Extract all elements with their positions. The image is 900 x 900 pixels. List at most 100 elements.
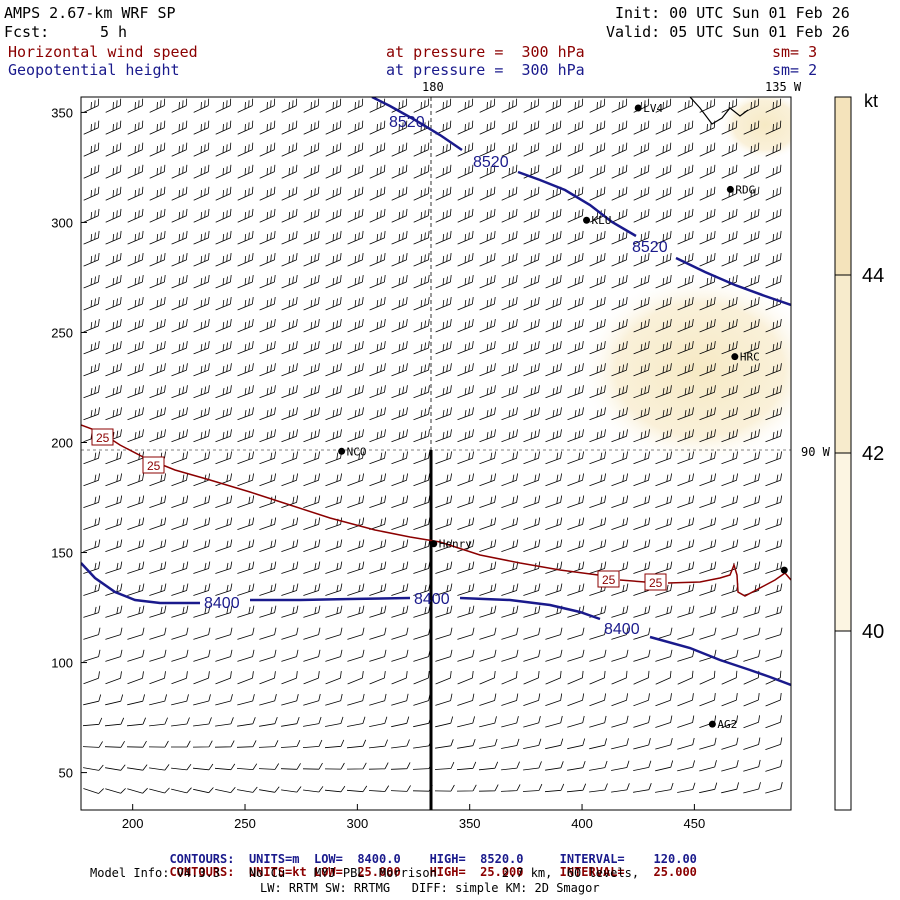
wind-barb: [523, 738, 542, 749]
wind-barb: [105, 605, 123, 618]
wind-barb: [699, 252, 716, 267]
colorbar-label: 44: [862, 265, 884, 287]
wind-barb: [369, 473, 386, 487]
wind-barb: [391, 296, 408, 311]
wind-barb: [193, 649, 211, 662]
wind-barb: [281, 561, 299, 574]
station-label: Henry: [439, 538, 472, 551]
wind-barb: [435, 627, 453, 640]
wind-barb: [655, 252, 672, 267]
wind-barb: [83, 517, 101, 530]
wind-barb: [633, 341, 650, 355]
lon-label-90w: 90 W: [801, 445, 831, 459]
wind-barb: [721, 539, 739, 552]
wind-barb: [303, 539, 321, 552]
wind-barb: [258, 740, 279, 748]
wind-barb: [347, 274, 364, 289]
wind-barb: [523, 583, 541, 596]
wind-barb: [215, 786, 236, 793]
wind-barb: [127, 319, 144, 333]
wind-barb: [215, 717, 234, 727]
wind-barb: [303, 716, 322, 727]
wind-barb: [347, 164, 364, 179]
wind-barb: [435, 739, 454, 749]
label-25-1: 25: [91, 428, 114, 446]
wind-barb: [391, 274, 408, 289]
wind-barb: [655, 782, 674, 793]
wind-barb: [721, 495, 739, 508]
wind-barb: [699, 120, 716, 135]
wind-barb: [259, 429, 276, 443]
wind-barb: [105, 539, 123, 552]
wind-barb: [193, 341, 210, 355]
wind-barb: [457, 296, 474, 311]
wind-barb: [83, 274, 100, 289]
wind-barb: [655, 473, 672, 487]
wind-barb: [765, 252, 782, 267]
wind-barb: [83, 252, 100, 267]
wind-barb: [589, 274, 606, 289]
wind-barb: [501, 670, 518, 685]
wind-barb: [105, 561, 123, 574]
wind-barb: [281, 539, 299, 552]
wind-barb: [699, 186, 716, 201]
wind-barb: [391, 363, 408, 377]
wind-barb: [567, 561, 585, 574]
y-tick-label: 350: [51, 105, 73, 120]
wind-barb: [83, 142, 100, 157]
wind-barb: [457, 429, 474, 443]
speed-contour-25-b: [619, 579, 646, 583]
x-tick-label: 350: [459, 816, 481, 831]
wind-barb: [391, 341, 408, 355]
wind-barb: [105, 186, 122, 201]
wind-barb: [677, 208, 694, 223]
wind-barb: [633, 407, 650, 421]
wind-barb: [369, 605, 387, 618]
wind-barb: [699, 164, 716, 179]
label-25-2: 25: [142, 456, 165, 474]
wind-barb: [325, 716, 344, 727]
wind-barb: [589, 783, 608, 793]
wind-barb: [655, 98, 672, 113]
wind-barb: [501, 693, 519, 706]
axes: 200 250 300 350 400 450 50 100 150 200 250 300 350: [51, 105, 705, 831]
wind-barb: [699, 208, 716, 223]
wind-barb: [743, 737, 761, 750]
wind-barb: [346, 762, 367, 770]
wind-barb: [765, 164, 782, 179]
wind-barb: [611, 164, 628, 179]
x-tick-label: 250: [234, 816, 256, 831]
wind-barb: [303, 605, 321, 618]
wind-barb: [567, 670, 584, 685]
wind-barb: [149, 164, 166, 179]
wind-barb: [765, 782, 783, 794]
wind-barb: [501, 274, 518, 289]
wind-barb: [677, 164, 694, 179]
wind-barb: [655, 142, 672, 157]
wind-barb: [743, 539, 761, 552]
wind-barb: [457, 230, 474, 245]
wind-barb: [214, 740, 235, 748]
wind-barb: [347, 341, 364, 355]
wind-barb: [215, 341, 232, 355]
wind-barb: [457, 627, 475, 640]
wind-barb: [281, 142, 298, 157]
footer-height-contours: CONTOURS: UNITS=m LOW= 8400.0 HIGH= 8520…: [169, 852, 697, 866]
wind-barb: [589, 230, 606, 245]
wind-barb: [655, 385, 672, 399]
wind-barb: [325, 495, 343, 508]
label-8520-1: 8520: [389, 114, 425, 131]
wind-barb: [765, 98, 782, 113]
wind-barb: [633, 296, 650, 311]
wind-barb: [303, 164, 320, 179]
wind-barb: [149, 120, 166, 135]
wind-barb: [325, 230, 342, 245]
wind-barb: [655, 407, 672, 421]
wind-barb: [611, 407, 628, 421]
wind-barb: [479, 208, 496, 223]
wind-barb: [215, 186, 232, 201]
wind-barb: [457, 605, 475, 618]
wind-barb: [677, 715, 695, 728]
wind-barb: [303, 296, 320, 311]
wind-barb: [699, 670, 716, 685]
